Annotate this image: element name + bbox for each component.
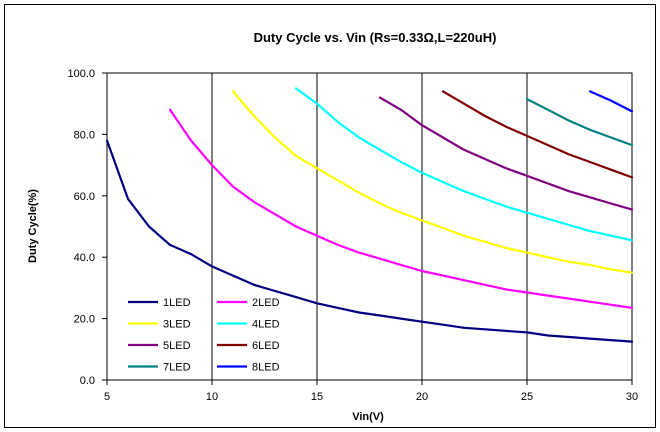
y-tick-label: 100.0 [67, 68, 95, 80]
series-line-6led [441, 90, 634, 179]
y-tick-label: 0.0 [80, 375, 95, 387]
legend-label: 3LED [163, 319, 191, 331]
legend-label: 4LED [252, 319, 280, 331]
y-axis-label: Duty Cycle(%) [27, 189, 39, 263]
x-tick-label: 25 [521, 391, 533, 403]
series-line-3led [231, 90, 634, 274]
x-axis-label: Vin(V) [352, 411, 384, 423]
series-line-2led [168, 108, 634, 309]
plot-frame [106, 72, 633, 381]
y-tick-label: 40.0 [74, 252, 95, 264]
x-tick-label: 30 [626, 391, 638, 403]
series-line-1led [105, 139, 634, 343]
legend: 1LED 2LED 3LED 4LED 5LED 6LED 7LED 8LED [128, 297, 280, 374]
y-tick-label: 60.0 [74, 191, 95, 203]
y-tick-label: 80.0 [74, 129, 95, 141]
x-tick-label: 10 [206, 391, 218, 403]
y-tick-label: 20.0 [74, 314, 95, 326]
x-tick-label: 20 [416, 391, 428, 403]
plot-area: 5 10 15 20 25 30 0.0 20.0 40.0 60.0 80.0 100.0 [67, 68, 638, 403]
legend-label: 2LED [252, 297, 280, 309]
legend-label: 7LED [163, 362, 191, 374]
series-line-8led [588, 90, 634, 113]
chart-title: Duty Cycle vs. Vin (Rs=0.33Ω,L=220uH) [254, 30, 497, 45]
x-tick-label: 5 [104, 391, 110, 403]
legend-label: 5LED [163, 340, 191, 352]
x-tick-label: 15 [311, 391, 323, 403]
series-line-7led [525, 97, 634, 147]
series-line-4led [294, 87, 634, 242]
legend-label: 1LED [163, 297, 191, 309]
legend-label: 6LED [252, 340, 280, 352]
series-line-5led [378, 96, 634, 211]
legend-label: 8LED [252, 362, 280, 374]
